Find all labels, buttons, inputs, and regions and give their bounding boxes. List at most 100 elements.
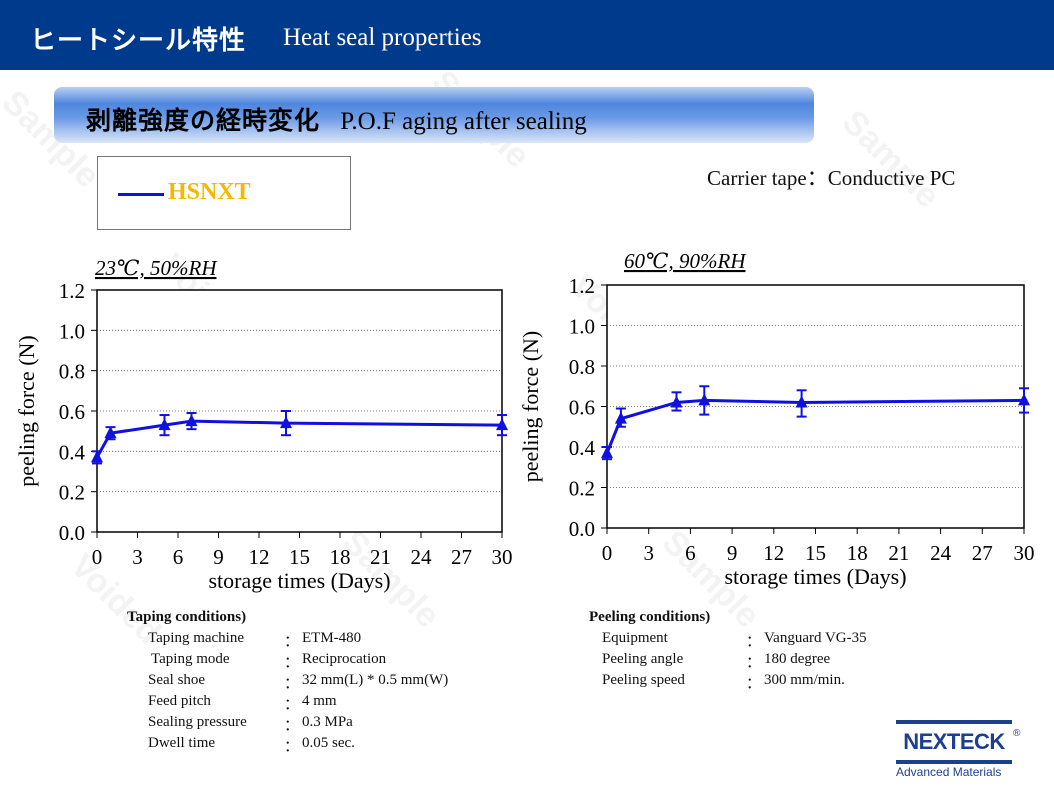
x-tick-label: 12 [249,545,270,569]
taping-sep: ： [284,697,300,713]
x-tick-label: 30 [492,545,513,569]
x-tick-label: 21 [370,545,391,569]
y-tick-label: 0.0 [569,517,595,541]
page-title: ヒートシール特性 [30,26,247,56]
x-tick-label: 15 [289,545,310,569]
section-title: 剥離強度の経時変化 P.O.F aging after sealing [86,101,587,137]
x-tick-label: 27 [451,545,472,569]
x-axis-label: storage times (Days) [724,564,906,589]
x-tick-label: 0 [602,541,613,565]
data-point-marker [91,450,103,463]
section-title-jp: 剥離強度の経時変化 [86,106,321,135]
peeling-conditions-title: Peeling conditions) [589,609,711,625]
y-tick-label: 0.4 [59,440,86,464]
data-point-marker [601,446,613,459]
peeling-value: 180 degree [764,651,831,667]
legend-line-swatch [118,193,164,196]
data-point-marker [104,426,117,439]
x-tick-label: 3 [643,541,654,565]
y-tick-label: 0.0 [59,521,85,545]
taping-sep: ： [284,739,300,755]
y-tick-label: 0.2 [59,481,85,505]
x-tick-label: 6 [173,545,184,569]
taping-value: ETM-480 [302,630,362,646]
peeling-value: Vanguard VG-35 [764,630,867,646]
peeling-label: Peeling speed [602,672,685,688]
taping-label: Feed pitch [148,693,211,709]
chart-legend: HSNXT [97,156,351,230]
logo-name: NEXTECK [903,729,1005,754]
plot-area [96,289,503,533]
legend-label: HSNXT [168,179,251,205]
data-point-marker [1018,393,1030,406]
x-tick-label: 21 [888,541,909,565]
x-tick-label: 9 [213,545,224,569]
x-tick-label: 24 [411,545,433,569]
taping-label: Taping machine [148,630,244,646]
taping-sep: ： [284,718,300,734]
x-tick-label: 30 [1014,541,1035,565]
section-banner [54,87,814,143]
chart-60c-90rh: 0.0 0.2 0.4 0.6 0.8 1.0 1.2 0 3 6 9 12 15 18 21 24 27 30 s… [518,249,1035,589]
y-tick-label: 0.6 [59,400,85,424]
x-tick-label: 18 [847,541,868,565]
header-bar: ヒートシール特性 Heat seal properties [0,0,1054,70]
page-subtitle: Heat seal properties [283,24,482,51]
x-tick-label: 27 [972,541,993,565]
taping-sep: ： [284,676,300,692]
chart-title: 23℃, 50%RH [95,256,218,280]
y-tick-label: 0.8 [569,355,595,379]
x-tick-label: 6 [685,541,696,565]
y-tick-label: 0.6 [569,396,595,420]
y-tick-label: 1.2 [59,279,85,303]
data-point-marker [185,414,198,427]
section-title-en: P.O.F aging after sealing [340,108,587,135]
y-axis-label: peeling force (N) [14,335,39,486]
x-tick-label: 0 [92,545,103,569]
data-point-marker [698,393,711,406]
peeling-sep: ： [746,676,762,692]
y-tick-label: 1.2 [569,274,595,298]
taping-label: Taping mode [151,651,230,667]
y-tick-label: 0.2 [569,477,595,501]
x-tick-label: 15 [805,541,826,565]
taping-value: 4 mm [302,693,337,709]
peeling-sep: ： [746,655,762,671]
y-tick-label: 1.0 [59,319,85,343]
series-line [605,398,1025,454]
data-point-marker [158,418,171,431]
taping-sep: ： [284,634,300,650]
x-tick-label: 12 [763,541,784,565]
data-point-marker [496,418,508,431]
x-tick-label: 3 [132,545,143,569]
taping-value: Reciprocation [302,651,387,667]
taping-label: Sealing pressure [148,714,247,730]
logo-bar-bottom [896,760,1012,764]
y-tick-label: 0.4 [569,436,596,460]
peeling-sep: ： [746,634,762,650]
x-tick-label: 24 [930,541,952,565]
taping-value: 32 mm(L) * 0.5 mm(W) [302,672,449,688]
peeling-label: Equipment [602,630,668,646]
y-tick-label: 0.8 [59,360,85,384]
logo-registered-mark: ® [1013,728,1021,739]
x-tick-label: 18 [330,545,351,569]
taping-conditions-title: Taping conditions) [127,609,247,625]
taping-value: 0.3 MPa [302,714,353,730]
x-axis-label: storage times (Days) [208,568,390,593]
peeling-label: Peeling angle [602,651,684,667]
x-tick-label: 9 [727,541,738,565]
chart-title: 60℃, 90%RH [624,249,747,273]
taping-sep: ： [284,655,300,671]
data-point-marker [280,416,292,429]
watermark-text: Sample [834,102,948,216]
logo-frame [896,720,1012,764]
taping-label: Dwell time [148,735,216,751]
y-tick-label: 1.0 [569,315,595,339]
taping-value: 0.05 sec. [302,735,355,751]
taping-label: Seal shoe [148,672,206,688]
data-point-marker [614,411,627,424]
y-axis-label: peeling force (N) [518,331,543,482]
logo-bar-top [896,720,1012,724]
data-point-marker [670,395,683,408]
